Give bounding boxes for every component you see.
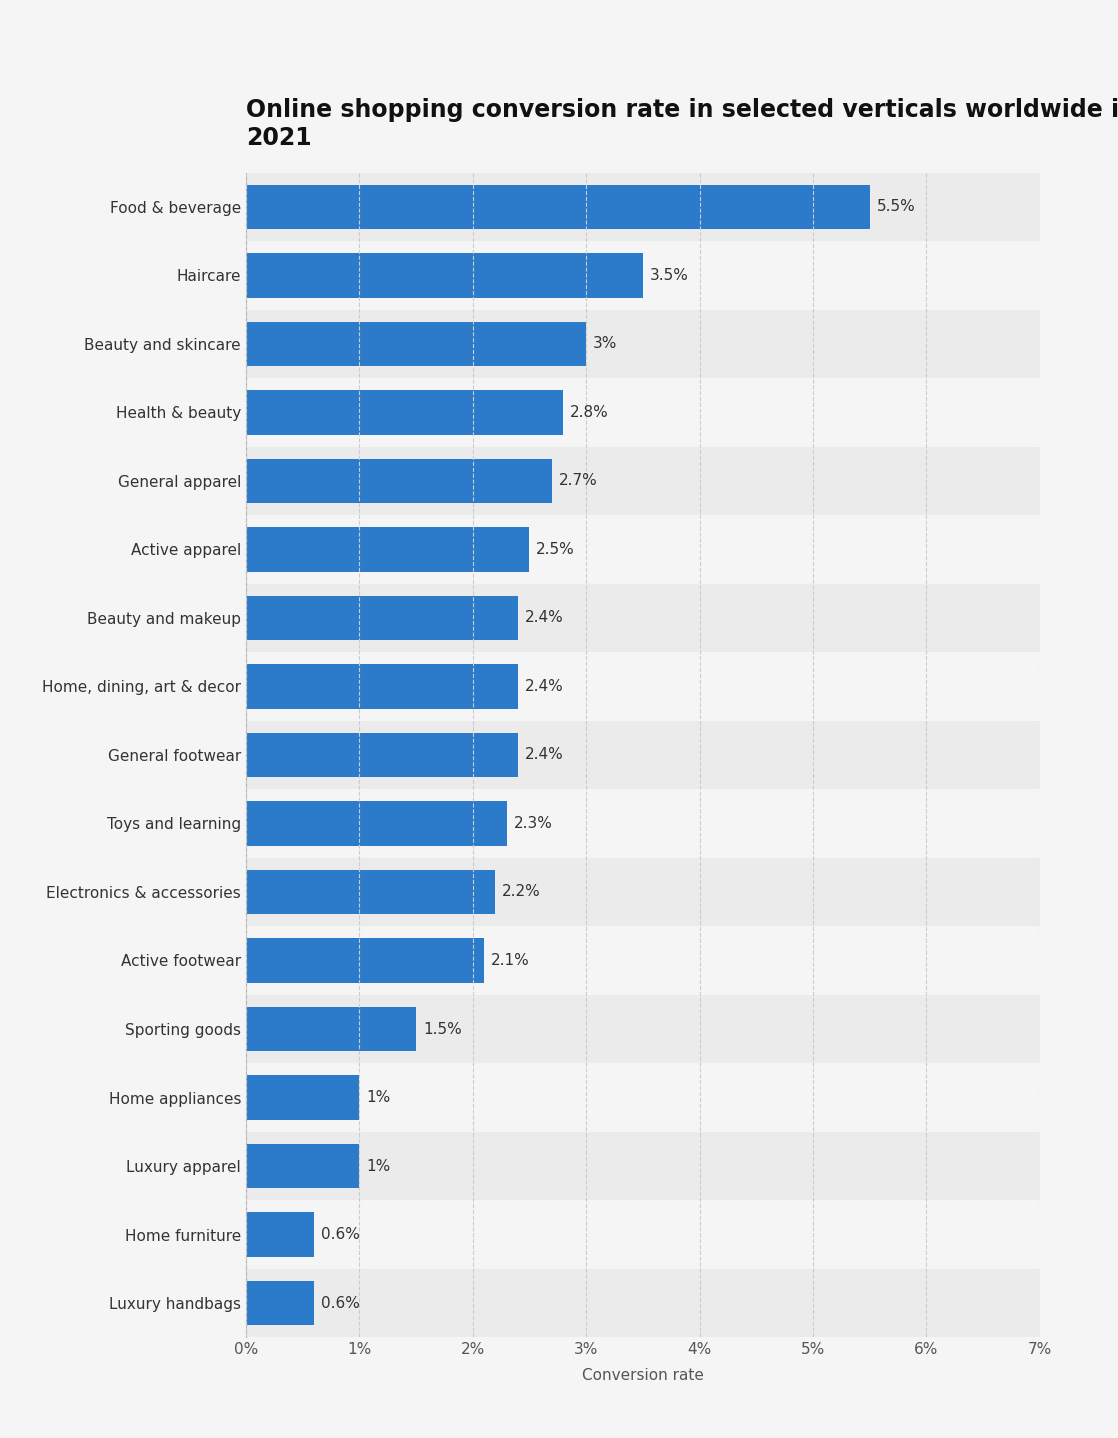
Bar bbox=[246, 390, 563, 434]
Bar bbox=[246, 870, 495, 915]
Bar bbox=[246, 1201, 1040, 1268]
Text: 1%: 1% bbox=[367, 1090, 390, 1104]
Text: 2.4%: 2.4% bbox=[525, 610, 563, 626]
Bar bbox=[246, 515, 1040, 584]
Bar bbox=[246, 1212, 314, 1257]
Text: 5.5%: 5.5% bbox=[877, 200, 916, 214]
Bar bbox=[246, 242, 1040, 309]
Bar bbox=[246, 1007, 416, 1051]
Bar bbox=[246, 253, 643, 298]
Text: 2.5%: 2.5% bbox=[537, 542, 575, 557]
Bar bbox=[246, 1063, 1040, 1132]
Bar bbox=[246, 1076, 359, 1120]
Bar bbox=[246, 789, 1040, 857]
Bar bbox=[246, 459, 552, 503]
Bar bbox=[246, 720, 1040, 789]
Text: 3%: 3% bbox=[593, 336, 617, 351]
X-axis label: Conversion rate: Conversion rate bbox=[581, 1369, 704, 1383]
Text: 2.8%: 2.8% bbox=[570, 406, 609, 420]
Text: 3.5%: 3.5% bbox=[650, 267, 689, 283]
Text: 1.5%: 1.5% bbox=[423, 1021, 462, 1037]
Bar bbox=[246, 801, 506, 846]
Bar bbox=[246, 378, 1040, 447]
Text: 0.6%: 0.6% bbox=[321, 1227, 360, 1242]
Text: 0.6%: 0.6% bbox=[321, 1296, 360, 1310]
Bar bbox=[246, 733, 518, 777]
Text: 2.4%: 2.4% bbox=[525, 679, 563, 695]
Bar bbox=[246, 584, 1040, 653]
Text: 2.7%: 2.7% bbox=[559, 473, 598, 489]
Bar bbox=[246, 857, 1040, 926]
Bar bbox=[246, 173, 1040, 242]
Bar bbox=[246, 995, 1040, 1063]
Bar bbox=[246, 322, 586, 367]
Text: 2.3%: 2.3% bbox=[513, 815, 552, 831]
Bar bbox=[246, 1268, 1040, 1337]
Text: Online shopping conversion rate in selected verticals worldwide in
2021: Online shopping conversion rate in selec… bbox=[246, 98, 1118, 150]
Text: 2.4%: 2.4% bbox=[525, 748, 563, 762]
Bar bbox=[246, 664, 518, 709]
Text: 2.1%: 2.1% bbox=[491, 953, 530, 968]
Bar bbox=[246, 528, 530, 572]
Bar bbox=[246, 595, 518, 640]
Bar bbox=[246, 1143, 359, 1188]
Text: 1%: 1% bbox=[367, 1159, 390, 1173]
Bar bbox=[246, 447, 1040, 515]
Bar bbox=[246, 1281, 314, 1326]
Bar bbox=[246, 938, 484, 982]
Bar bbox=[246, 653, 1040, 720]
Text: 2.2%: 2.2% bbox=[502, 884, 541, 900]
Bar bbox=[246, 309, 1040, 378]
Bar bbox=[246, 926, 1040, 995]
Bar bbox=[246, 184, 870, 229]
Bar bbox=[246, 1132, 1040, 1201]
